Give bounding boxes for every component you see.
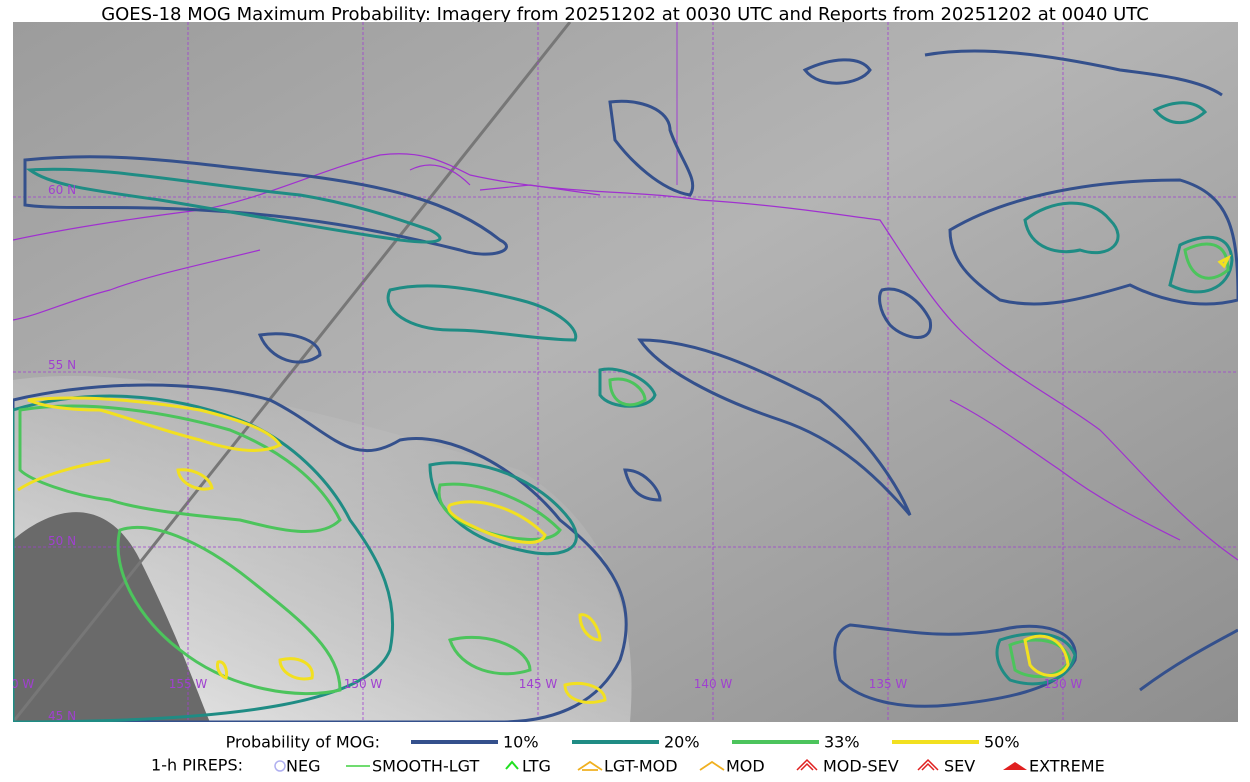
grid-labels: 60 N 55 N 50 N 45 N 160 W 155 W 150 W 14…: [0, 183, 1083, 723]
lat-label: 55 N: [48, 358, 76, 372]
legend-label: LGT-MOD: [604, 757, 678, 776]
lon-label: 160 W: [0, 677, 34, 691]
lat-label: 50 N: [48, 534, 76, 548]
probability-title: Probability of MOG:: [226, 733, 380, 752]
coastline: [13, 153, 1238, 561]
lon-label: 150 W: [344, 677, 383, 691]
symbol: [1003, 762, 1027, 770]
pirep-symbol: [699, 760, 725, 771]
contours: [13, 49, 1238, 722]
legend-label: SMOOTH-LGT: [372, 757, 479, 776]
legend-label: 10%: [503, 733, 539, 752]
legend-label: MOD: [726, 757, 765, 776]
pirep-symbol: [796, 758, 818, 771]
pirep-symbol: [1003, 762, 1027, 770]
legend-label: LTG: [522, 757, 551, 776]
pirep-symbol: [505, 760, 519, 770]
symbol: [274, 760, 286, 772]
lat-label: 45 N: [48, 709, 76, 723]
legend-label: 50%: [984, 733, 1020, 752]
map: 60 N 55 N 50 N 45 N 160 W 155 W 150 W 14…: [0, 22, 1238, 723]
legend-label: EXTREME: [1029, 757, 1105, 776]
symbol: [796, 758, 818, 771]
legend-label: 20%: [664, 733, 700, 752]
pirep-symbol: [917, 758, 939, 771]
symbol: [917, 758, 939, 771]
lon-label: 135 W: [869, 677, 908, 691]
pireps-title: 1-h PIREPS:: [151, 756, 243, 775]
title: GOES-18 MOG Maximum Probability: Imagery…: [101, 4, 1149, 25]
lon-label: 155 W: [169, 677, 208, 691]
pirep-symbol: [274, 760, 286, 772]
legend-label: NEG: [286, 757, 320, 776]
legend-label: SEV: [944, 757, 975, 776]
lon-label: 145 W: [519, 677, 558, 691]
symbol: [699, 760, 725, 771]
legend-label: 33%: [824, 733, 860, 752]
symbol: [577, 760, 603, 771]
legend-label: MOD-SEV: [823, 757, 899, 776]
symbol: [505, 760, 519, 770]
dark-region: [13, 512, 210, 722]
lon-label: 130 W: [1044, 677, 1083, 691]
satellite-track: [13, 22, 572, 722]
legend: Probability of MOG: 1-h PIREPS: 10% 20% 33…: [151, 733, 1105, 776]
lat-label: 60 N: [48, 183, 76, 197]
pirep-symbol: [577, 760, 603, 771]
lon-label: 140 W: [694, 677, 733, 691]
